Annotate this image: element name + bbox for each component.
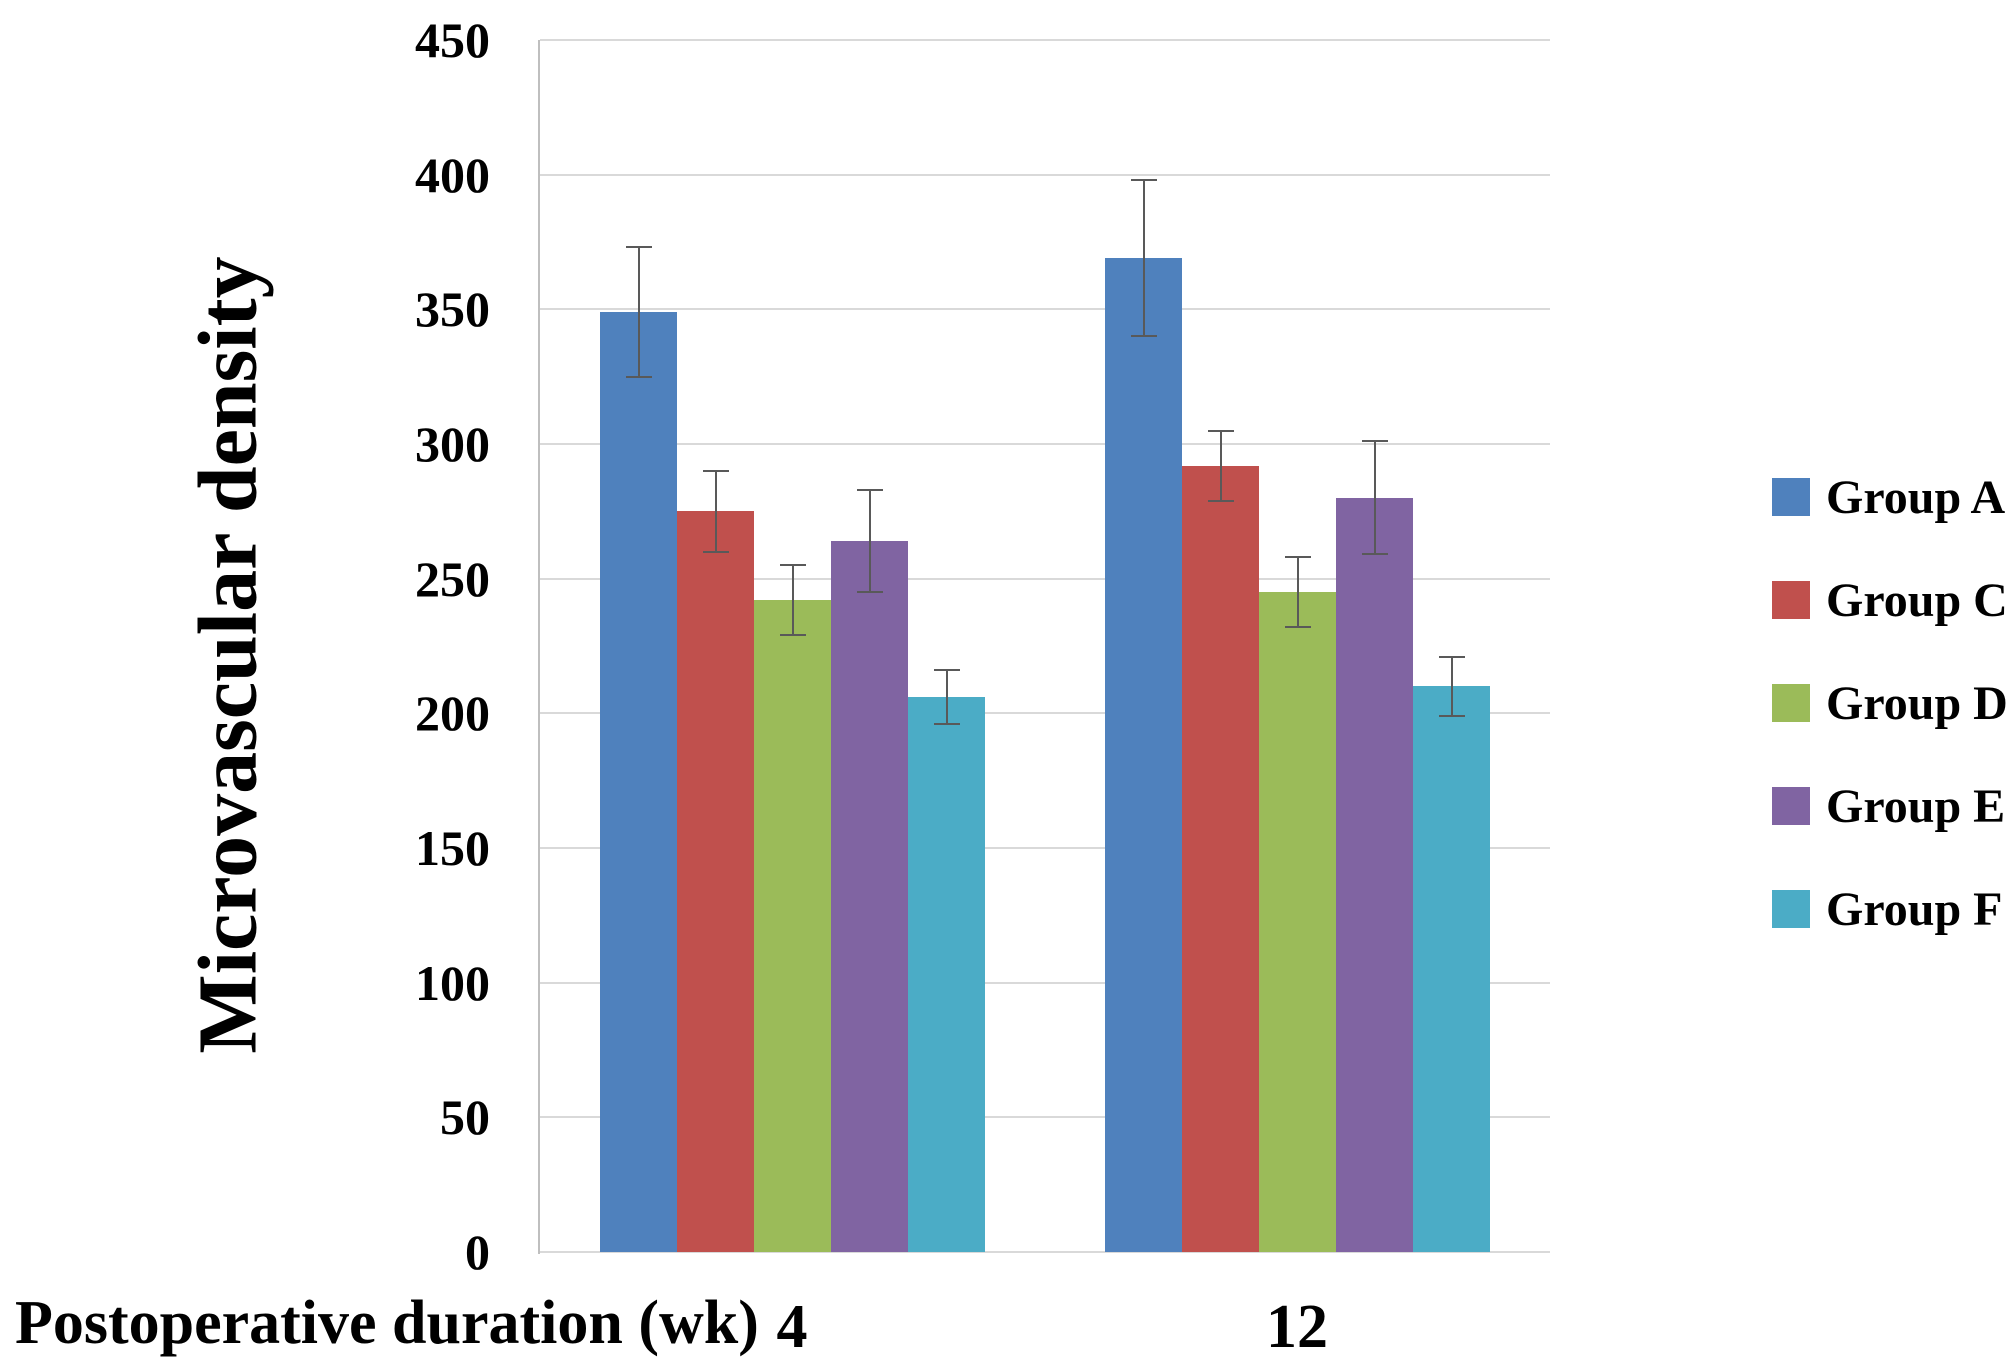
x-category-label-week12: 12 [1266,1293,1328,1361]
errorbar-group-c-wk4 [714,470,717,552]
errorbar-group-f-wk12 [1450,656,1453,717]
errorbar-cap-bottom-group-c-wk12 [1207,499,1234,502]
gridline-y-350 [540,308,1550,311]
y-tick-label-50: 50 [440,1089,490,1146]
legend-swatch-group-c [1772,581,1810,619]
errorbar-cap-bottom-group-d-wk12 [1284,626,1311,629]
errorbar-group-e-wk4 [868,489,871,593]
legend-swatch-group-a [1772,478,1810,516]
errorbar-cap-bottom-group-a-wk4 [625,375,652,378]
errorbar-cap-bottom-group-e-wk12 [1361,553,1388,556]
gridline-y-300 [540,443,1550,445]
y-tick-label-450: 450 [415,12,490,68]
x-axis-title: Postoperative duration (wk) [15,1289,759,1357]
legend-label-group-d: Group D [1826,676,2008,730]
errorbar-group-e-wk12 [1373,441,1376,555]
y-tick-label-400: 400 [415,146,490,203]
legend-item-group-d: Group D [1772,676,2008,730]
errorbar-group-a-wk12 [1142,180,1145,337]
errorbar-cap-bottom-group-f-wk4 [933,723,960,726]
gridline-y-150 [540,847,1550,849]
errorbar-cap-top-group-f-wk4 [933,669,960,672]
bar-group-c-wk4 [677,511,754,1252]
errorbar-cap-bottom-group-d-wk4 [779,634,806,637]
errorbar-cap-top-group-a-wk4 [625,246,652,249]
bar-group-a-wk4 [600,312,677,1252]
y-axis-tick-labels: 0 50 100 150 200 250 300 350 400 450 [0,15,490,1277]
gridline-y-250 [540,577,1550,580]
bar-group-a-wk12 [1105,258,1182,1252]
errorbar-group-d-wk12 [1296,557,1299,628]
legend-label-group-c: Group C [1826,573,2008,627]
bar-group-d-wk4 [754,600,831,1252]
y-tick-label-100: 100 [415,954,490,1011]
errorbar-cap-top-group-d-wk12 [1284,556,1311,559]
gridline-y-50 [540,1116,1550,1119]
errorbar-cap-top-group-a-wk12 [1130,179,1157,182]
y-axis-line [538,40,540,1254]
y-tick-label-200: 200 [415,685,490,742]
errorbar-cap-bottom-group-c-wk4 [702,550,729,553]
errorbar-cap-bottom-group-f-wk12 [1438,715,1465,718]
legend-label-group-a: Group A [1826,470,2006,524]
y-tick-label-300: 300 [415,416,490,472]
gridline-y-200 [540,712,1550,715]
legend-label-group-e: Group E [1826,779,2006,833]
y-tick-label-0: 0 [465,1224,490,1280]
errorbar-cap-top-group-f-wk12 [1438,655,1465,658]
gridline-y-450 [540,39,1550,41]
y-tick-label-150: 150 [415,820,490,876]
x-category-label-week4: 4 [776,1293,808,1361]
gridline-y-400 [540,173,1550,176]
bar-group-e-wk4 [831,540,908,1252]
legend-swatch-group-d [1772,684,1810,722]
legend: Group A Group C Group D Group E Group F [1772,0,2008,1362]
legend-item-group-c: Group C [1772,573,2008,627]
errorbar-cap-top-group-e-wk12 [1361,440,1388,443]
gridline-y-0 [540,1251,1550,1253]
bar-group-d-wk12 [1259,592,1336,1252]
errorbar-group-f-wk4 [945,670,948,725]
legend-item-group-a: Group A [1772,470,2005,524]
bar-group-e-wk12 [1336,497,1413,1252]
legend-swatch-group-f [1772,890,1810,928]
bar-group-f-wk12 [1413,686,1490,1252]
legend-item-group-e: Group E [1772,779,2005,833]
y-tick-label-250: 250 [415,550,490,607]
legend-item-group-f: Group F [1772,882,2002,936]
bar-group-c-wk12 [1182,465,1259,1252]
bar-group-f-wk4 [908,697,985,1252]
errorbar-cap-bottom-group-e-wk4 [856,591,883,594]
legend-swatch-group-e [1772,787,1810,825]
errorbar-group-c-wk12 [1219,430,1222,501]
y-tick-label-350: 350 [415,281,490,338]
plot-area [540,39,1550,1253]
errorbar-cap-top-group-e-wk4 [856,488,883,491]
errorbar-cap-top-group-c-wk4 [702,469,729,472]
errorbar-group-a-wk4 [637,247,640,377]
errorbar-cap-top-group-c-wk12 [1207,429,1234,432]
errorbar-cap-bottom-group-a-wk12 [1130,335,1157,338]
errorbar-group-d-wk4 [791,565,794,636]
errorbar-cap-top-group-d-wk4 [779,564,806,567]
legend-label-group-f: Group F [1826,882,2003,936]
gridline-y-100 [540,981,1550,984]
